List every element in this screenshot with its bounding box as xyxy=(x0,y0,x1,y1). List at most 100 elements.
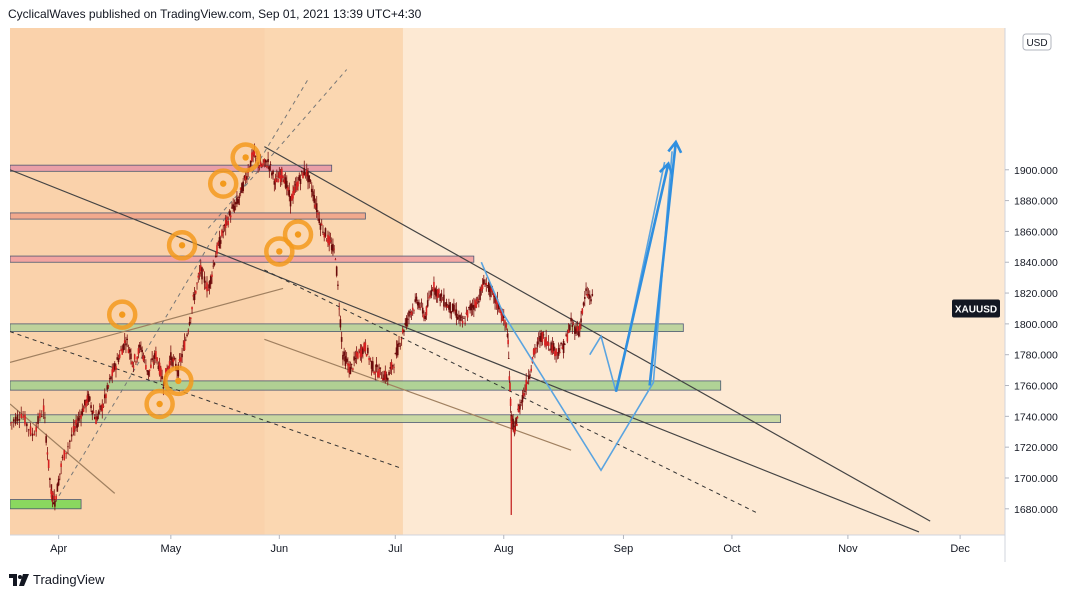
candle-body xyxy=(153,353,156,359)
support-resistance-zone[interactable] xyxy=(10,414,781,423)
dashed-trend-line[interactable] xyxy=(207,69,348,229)
candle-body xyxy=(212,265,215,267)
projection-arrow-primary[interactable] xyxy=(614,163,670,392)
candle-body xyxy=(415,296,418,301)
candle-body xyxy=(372,361,374,372)
candle-body xyxy=(82,407,85,412)
candle-body xyxy=(539,335,541,342)
candle-body xyxy=(91,410,94,415)
cycle-marker-icon[interactable] xyxy=(106,299,138,330)
support-resistance-zone[interactable] xyxy=(10,212,366,220)
support-resistance-zone[interactable] xyxy=(10,323,684,332)
brand-text: TradingView xyxy=(33,572,105,587)
cycle-marker-icon[interactable] xyxy=(144,388,175,420)
candle-body xyxy=(194,290,197,294)
candle-body xyxy=(396,343,399,356)
cycle-marker-icon[interactable] xyxy=(163,365,194,397)
candle-body xyxy=(49,478,51,480)
candle-body xyxy=(433,281,435,292)
candle-body xyxy=(251,152,253,162)
price-candles[interactable] xyxy=(9,143,594,515)
candle-body xyxy=(29,426,32,435)
support-resistance-zone[interactable] xyxy=(10,380,722,391)
chart-header: CyclicalWaves published on TradingView.c… xyxy=(8,7,421,21)
candle-body xyxy=(486,284,489,286)
y-axis[interactable]: 1680.000 1700.000 1720.000 1740.000 1760.000… xyxy=(1005,165,1058,516)
projection-arrow-secondary[interactable] xyxy=(648,141,678,386)
candle-body xyxy=(489,286,491,297)
cycle-marker-icon[interactable] xyxy=(230,142,261,173)
candle-body xyxy=(167,366,170,370)
candle-body xyxy=(430,289,433,296)
candle-body xyxy=(93,416,96,420)
x-axis[interactable]: Apr May Jun Jul Aug Sep Oct Nov Dec xyxy=(50,535,970,555)
candle-body xyxy=(490,288,493,292)
cycle-marker-icon[interactable] xyxy=(207,168,239,199)
candle-body xyxy=(429,295,431,298)
candle-body xyxy=(555,348,557,356)
candle-body xyxy=(560,342,562,345)
candle-body xyxy=(451,303,454,312)
dashed-trend-line[interactable] xyxy=(264,269,759,514)
trend-line[interactable] xyxy=(264,338,572,451)
candle-body xyxy=(345,358,348,362)
candle-body xyxy=(18,419,21,421)
candle-body xyxy=(542,334,545,336)
candle-body xyxy=(419,307,422,309)
dashed-trend-line[interactable] xyxy=(10,331,403,470)
candle-body xyxy=(550,342,552,351)
candle-body xyxy=(127,349,130,353)
candle-body xyxy=(216,245,218,255)
support-resistance-zone[interactable] xyxy=(10,255,475,263)
projection-path[interactable] xyxy=(589,161,666,392)
trend-line[interactable] xyxy=(264,146,931,522)
candle-body xyxy=(410,311,413,315)
candle-body xyxy=(448,304,450,310)
candle-body xyxy=(173,358,176,360)
candle-body xyxy=(481,284,484,290)
candle-body xyxy=(536,341,539,347)
candle-body xyxy=(516,416,519,419)
projection-alt-path[interactable] xyxy=(480,151,673,472)
candle-body xyxy=(460,316,463,318)
footer-brand[interactable]: TradingView xyxy=(9,572,105,587)
candle-body xyxy=(45,436,47,443)
y-tick-label: 1720.000 xyxy=(1014,442,1058,454)
arrow-head-icon xyxy=(658,161,674,176)
candle-body xyxy=(343,351,345,356)
candle-body xyxy=(514,422,517,424)
candle-body xyxy=(155,351,157,359)
candle-body xyxy=(187,330,190,332)
candle-body xyxy=(344,356,347,366)
cycle-marker-icon[interactable] xyxy=(166,230,198,261)
candle-body xyxy=(126,338,129,341)
candle-body xyxy=(42,405,45,412)
candle-body xyxy=(63,450,66,461)
candle-body xyxy=(33,433,36,435)
trend-line[interactable] xyxy=(10,169,920,533)
candle-body xyxy=(140,347,142,351)
trend-line[interactable] xyxy=(10,403,116,494)
publisher-name[interactable]: CyclicalWaves xyxy=(8,7,86,21)
candle-body xyxy=(323,233,326,238)
support-resistance-zone[interactable] xyxy=(10,164,333,172)
candle-body xyxy=(286,180,288,189)
candle-body xyxy=(317,212,319,215)
candle-body xyxy=(443,294,445,307)
currency-label[interactable]: USD xyxy=(1022,33,1052,51)
candle-body xyxy=(188,321,191,325)
support-resistance-zone[interactable] xyxy=(10,499,82,510)
candle-body xyxy=(314,204,317,208)
cycle-marker-icon[interactable] xyxy=(264,236,295,267)
candle-body xyxy=(158,362,161,375)
cycle-marker-icon[interactable] xyxy=(282,219,314,250)
candle-body xyxy=(290,194,293,201)
dashed-trend-line[interactable] xyxy=(54,77,310,503)
x-tick-label: Sep xyxy=(614,543,634,555)
y-tick-label: 1780.000 xyxy=(1014,350,1058,362)
candle-body xyxy=(185,339,187,341)
candle-body xyxy=(421,307,424,314)
trend-line[interactable] xyxy=(10,287,284,363)
candle-body xyxy=(11,422,13,423)
